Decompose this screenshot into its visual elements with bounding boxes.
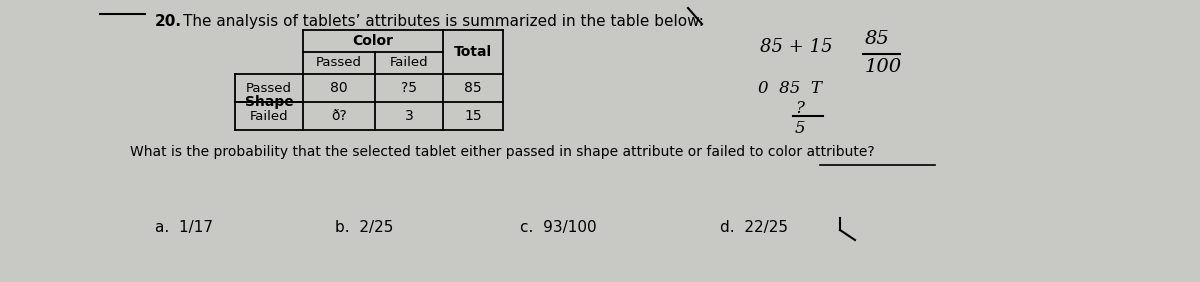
Text: c.  93/100: c. 93/100 bbox=[520, 220, 596, 235]
Text: 20.: 20. bbox=[155, 14, 182, 29]
Text: Failed: Failed bbox=[390, 56, 428, 69]
Text: 3: 3 bbox=[404, 109, 413, 123]
Text: 80: 80 bbox=[330, 81, 348, 95]
Text: 85: 85 bbox=[865, 30, 889, 48]
Text: Failed: Failed bbox=[250, 109, 288, 122]
Text: b.  2/25: b. 2/25 bbox=[335, 220, 394, 235]
Text: Shape: Shape bbox=[245, 95, 293, 109]
Text: Passed: Passed bbox=[316, 56, 362, 69]
Text: a.  1/17: a. 1/17 bbox=[155, 220, 214, 235]
Text: What is the probability that the selected tablet either passed in shape attribut: What is the probability that the selecte… bbox=[130, 145, 875, 159]
Text: Passed: Passed bbox=[246, 81, 292, 94]
Text: 85: 85 bbox=[464, 81, 482, 95]
Text: d.  22/25: d. 22/25 bbox=[720, 220, 788, 235]
Text: 100: 100 bbox=[865, 58, 902, 76]
Text: 5: 5 bbox=[796, 120, 805, 137]
Text: Total: Total bbox=[454, 45, 492, 59]
Text: The analysis of tablets’ attributes is summarized in the table below:: The analysis of tablets’ attributes is s… bbox=[182, 14, 704, 29]
Text: 15: 15 bbox=[464, 109, 482, 123]
Text: ?5: ?5 bbox=[401, 81, 418, 95]
Text: Color: Color bbox=[353, 34, 394, 48]
Text: ?: ? bbox=[796, 100, 804, 117]
Text: 85 + 15: 85 + 15 bbox=[760, 38, 833, 56]
Text: ð?: ð? bbox=[331, 109, 347, 123]
Text: 0  85  T: 0 85 T bbox=[758, 80, 822, 97]
